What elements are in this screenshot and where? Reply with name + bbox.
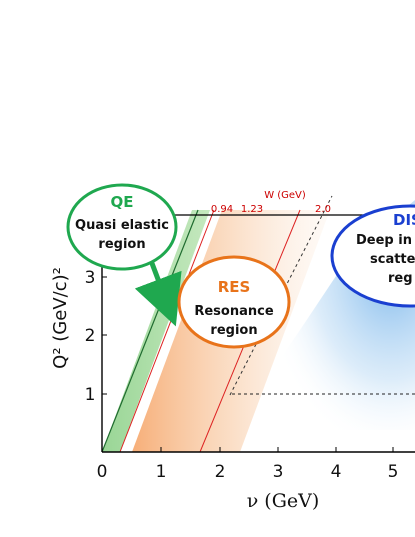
x-tick-label: 0	[97, 462, 108, 482]
dis-callout: DIS Deep in scatte reg	[330, 204, 415, 308]
top-tick-label: 0.94	[211, 204, 233, 215]
res-line2: region	[210, 323, 257, 338]
w-line-20-dashed	[229, 195, 333, 396]
x-tick-label: 1	[156, 462, 167, 482]
qe-pointer-arrow	[134, 257, 182, 327]
x-tick-marks	[101, 447, 394, 452]
dis-line3: reg	[388, 271, 413, 286]
qe-abbr: QE	[111, 193, 134, 211]
dis-line2: scatte	[370, 252, 415, 267]
y-tick-marks	[102, 276, 107, 395]
x-tick-label: 2	[215, 462, 226, 482]
top-tick-label: 1.23	[241, 204, 263, 215]
y-tick-label: 2	[85, 326, 96, 346]
qe-line1: Quasi elastic	[75, 218, 169, 233]
dis-line1: Deep in	[356, 233, 412, 248]
x-tick-label: 3	[273, 462, 284, 482]
w-line-123	[119, 209, 215, 453]
res-line1: Resonance	[194, 304, 273, 319]
x-tick-label: 4	[331, 462, 342, 482]
y-tick-label: 1	[85, 385, 96, 405]
w-line-094	[101, 209, 199, 453]
top-tick-label: 2.0	[315, 204, 331, 215]
x-axis-label: ν (GeV)	[247, 490, 320, 512]
x-tick-label: 5	[388, 462, 399, 482]
top-axis-label: W (GeV)	[264, 190, 306, 201]
y-tick-label: 3	[85, 268, 96, 288]
qe-callout: QE Quasi elastic region	[66, 183, 178, 271]
qe-region-band	[102, 210, 210, 452]
y-axis-label: Q² (GeV/c)²	[50, 267, 71, 369]
dis-abbr: DIS	[393, 211, 415, 229]
qe-line2: region	[98, 237, 145, 252]
res-callout: RES Resonance region	[177, 255, 291, 349]
res-abbr: RES	[218, 278, 251, 296]
